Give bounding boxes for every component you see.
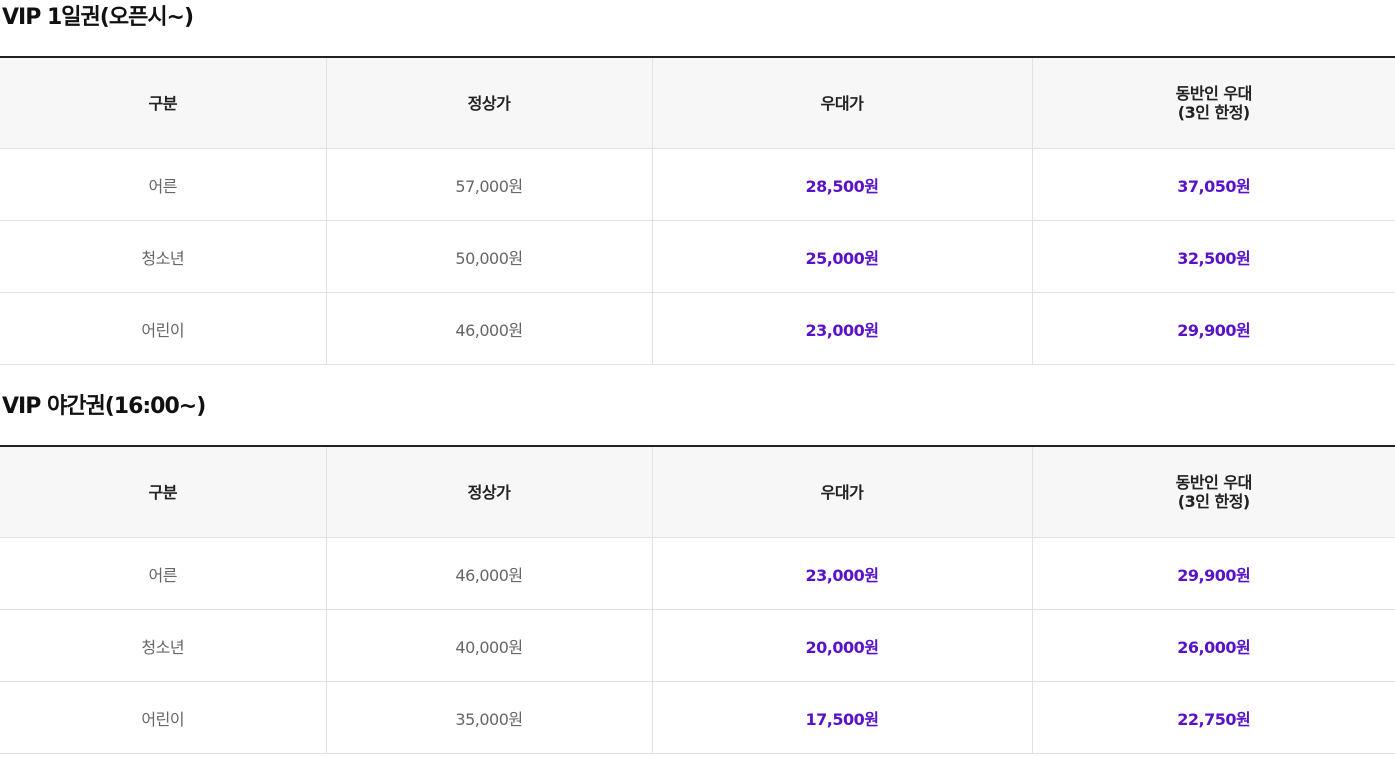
header-regular-price: 정상가 [325, 446, 652, 538]
regular-price-cell: 40,000원 [325, 609, 652, 682]
section-title: VIP 1일권(오픈시~) [2, 5, 194, 30]
header-discount-price: 우대가 [651, 57, 1032, 149]
companion-price-cell: 29,900원 [1031, 537, 1395, 610]
discount-price-cell: 28,500원 [651, 148, 1032, 221]
header-discount-price: 우대가 [651, 446, 1032, 538]
regular-price-cell: 50,000원 [325, 220, 652, 293]
header-companion-line1: 동반인 우대 [1175, 473, 1253, 492]
discount-price-cell: 23,000원 [651, 537, 1032, 610]
price-table: 구분 정상가 우대가 동반인 우대 (3인 한정) 어른 46,000원 23,… [0, 445, 1395, 754]
regular-price-cell: 46,000원 [325, 537, 652, 610]
table-row: 어른 57,000원 28,500원 37,050원 [0, 148, 1395, 221]
table-row: 어른 46,000원 23,000원 29,900원 [0, 537, 1395, 610]
header-companion-price: 동반인 우대 (3인 한정) [1031, 446, 1395, 538]
companion-price-cell: 26,000원 [1031, 609, 1395, 682]
table-header-row: 구분 정상가 우대가 동반인 우대 (3인 한정) [0, 446, 1395, 538]
header-regular-price: 정상가 [325, 57, 652, 149]
table-row: 청소년 50,000원 25,000원 32,500원 [0, 220, 1395, 293]
category-cell: 어른 [0, 537, 326, 610]
discount-price-cell: 23,000원 [651, 292, 1032, 365]
section-title: VIP 야간권(16:00~) [2, 394, 206, 419]
companion-price-cell: 32,500원 [1031, 220, 1395, 293]
table-row: 어린이 35,000원 17,500원 22,750원 [0, 681, 1395, 754]
regular-price-cell: 35,000원 [325, 681, 652, 754]
category-cell: 어른 [0, 148, 326, 221]
companion-price-cell: 29,900원 [1031, 292, 1395, 365]
companion-price-cell: 22,750원 [1031, 681, 1395, 754]
category-cell: 청소년 [0, 609, 326, 682]
header-companion-line2: (3인 한정) [1177, 492, 1250, 511]
discount-price-cell: 25,000원 [651, 220, 1032, 293]
header-companion-price: 동반인 우대 (3인 한정) [1031, 57, 1395, 149]
category-cell: 어린이 [0, 681, 326, 754]
table-row: 어린이 46,000원 23,000원 29,900원 [0, 292, 1395, 365]
companion-price-cell: 37,050원 [1031, 148, 1395, 221]
category-cell: 어린이 [0, 292, 326, 365]
price-table: 구분 정상가 우대가 동반인 우대 (3인 한정) 어른 57,000원 28,… [0, 56, 1395, 365]
regular-price-cell: 57,000원 [325, 148, 652, 221]
header-companion-line1: 동반인 우대 [1175, 84, 1253, 103]
category-cell: 청소년 [0, 220, 326, 293]
header-category: 구분 [0, 57, 326, 149]
table-header-row: 구분 정상가 우대가 동반인 우대 (3인 한정) [0, 57, 1395, 149]
regular-price-cell: 46,000원 [325, 292, 652, 365]
discount-price-cell: 17,500원 [651, 681, 1032, 754]
table-row: 청소년 40,000원 20,000원 26,000원 [0, 609, 1395, 682]
discount-price-cell: 20,000원 [651, 609, 1032, 682]
header-category: 구분 [0, 446, 326, 538]
header-companion-line2: (3인 한정) [1177, 103, 1250, 122]
